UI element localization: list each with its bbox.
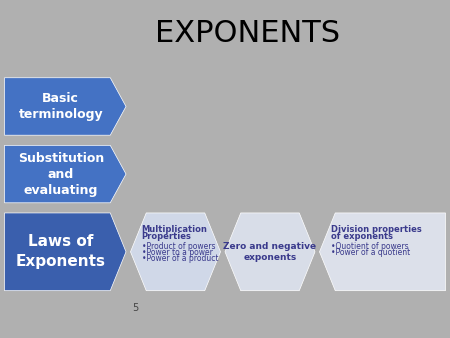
Polygon shape [225, 213, 315, 291]
Text: •Quotient of powers: •Quotient of powers [331, 242, 409, 251]
Polygon shape [130, 213, 220, 291]
Polygon shape [320, 213, 446, 291]
Text: Laws of
Exponents: Laws of Exponents [16, 235, 106, 269]
Text: Basic
terminology: Basic terminology [18, 92, 103, 121]
Text: Division properties: Division properties [331, 225, 422, 234]
Text: •Product of powers: •Product of powers [142, 242, 215, 251]
Text: EXPONENTS: EXPONENTS [155, 19, 340, 48]
Polygon shape [4, 213, 126, 291]
Polygon shape [4, 78, 126, 135]
Text: of exponents: of exponents [331, 232, 393, 241]
Text: Properties: Properties [142, 232, 192, 241]
Text: •Power of a product: •Power of a product [142, 254, 218, 263]
Text: 5: 5 [132, 303, 138, 313]
Text: Substitution
and
evaluating: Substitution and evaluating [18, 151, 104, 197]
Text: •Power to a power: •Power to a power [142, 248, 212, 257]
Text: Multiplication: Multiplication [142, 225, 207, 234]
Text: Zero and negative
exponents: Zero and negative exponents [224, 242, 316, 262]
Polygon shape [4, 145, 126, 203]
Text: •Power of a quotient: •Power of a quotient [331, 248, 410, 257]
